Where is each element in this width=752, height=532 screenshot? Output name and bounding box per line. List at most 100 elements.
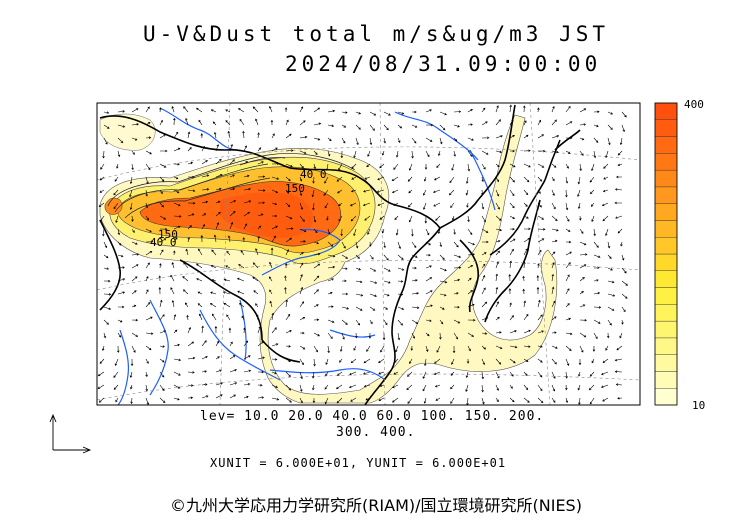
wind-arrow [285, 371, 291, 378]
wind-arrow [350, 215, 357, 222]
wind-arrow [411, 241, 417, 248]
wind-arrow [551, 331, 557, 334]
wind-arrow [551, 262, 555, 269]
colorbar-band [654, 102, 678, 120]
wind-arrow [103, 267, 110, 270]
wind-arrow [215, 340, 220, 347]
wind-arrow [327, 345, 330, 354]
map-datetime: 2024/08/31.09:00:00 [285, 52, 602, 76]
wind-arrow [436, 163, 441, 168]
wind-arrow [437, 228, 441, 235]
wind-arrow [465, 176, 469, 184]
wind-arrow [113, 384, 119, 390]
wind-arrow [299, 202, 303, 210]
wind-arrow [397, 124, 403, 129]
wind-arrow [239, 302, 245, 308]
wind-arrow [145, 316, 153, 321]
wind-arrow [341, 267, 348, 270]
wind-arrow [495, 273, 499, 282]
wind-arrow [453, 150, 456, 157]
wind-arrow [243, 382, 251, 386]
wind-arrow [481, 397, 485, 405]
wind-arrow [210, 265, 217, 269]
wind-arrow [481, 150, 489, 155]
wind-arrow [551, 345, 558, 349]
wind-arrow [495, 331, 502, 334]
wind-arrow [433, 371, 441, 375]
colorbar-band [654, 354, 678, 372]
wind-arrow [325, 358, 329, 366]
wind-arrow [223, 303, 231, 308]
wind-arrow [616, 175, 622, 179]
wind-arrow [243, 340, 249, 347]
wind-arrow [270, 247, 274, 256]
contour-label: 150 [158, 228, 178, 241]
wind-arrow [369, 111, 377, 116]
wind-arrow [117, 228, 121, 236]
wind-arrow [369, 137, 373, 146]
wind-arrow [579, 304, 586, 308]
wind-arrow [453, 228, 456, 235]
wind-arrow [565, 371, 568, 379]
wind-arrow [425, 228, 430, 236]
wind-arrow [159, 314, 165, 321]
wind-arrow [523, 189, 529, 196]
wind-arrow [313, 275, 320, 282]
wind-arrow [341, 137, 346, 144]
wind-arrow [467, 290, 473, 295]
wind-arrow [243, 369, 252, 373]
wind-arrow [311, 371, 315, 379]
wind-arrow [467, 150, 473, 157]
wind-arrow [602, 189, 609, 193]
wind-arrow [338, 163, 343, 171]
wind-arrow [551, 135, 560, 139]
wind-arrow [614, 370, 623, 373]
wind-arrow [187, 384, 194, 387]
wind-arrow [170, 287, 175, 295]
wind-arrow [411, 279, 418, 282]
wind-arrow [272, 214, 278, 218]
wind-arrow [252, 276, 259, 282]
wind-arrow [607, 241, 611, 249]
wind-arrow [453, 319, 461, 324]
wind-arrow [173, 202, 181, 207]
wind-arrow [383, 241, 386, 249]
wind-arrow [229, 382, 238, 386]
wind-arrow [313, 358, 316, 367]
wind-arrow [450, 397, 455, 404]
wind-arrow [339, 358, 343, 363]
wind-arrow [537, 215, 545, 220]
wind-arrow [327, 265, 336, 269]
wind-arrow [210, 291, 217, 295]
wind-arrow [509, 176, 515, 183]
wind-arrow [603, 176, 609, 180]
wind-arrow [450, 384, 455, 390]
wind-arrow [98, 397, 105, 403]
wind-arrow [201, 213, 207, 217]
wind-arrow [579, 318, 587, 322]
wind-arrow [270, 119, 274, 126]
wind-arrow [579, 163, 582, 172]
wind-arrow [159, 119, 163, 126]
wind-arrow [196, 263, 203, 269]
wind-arrow [393, 371, 399, 375]
wind-arrow [481, 228, 489, 233]
wind-arrow [621, 306, 626, 313]
wind-arrow [131, 150, 135, 155]
wind-arrow [425, 345, 429, 352]
wind-arrow [159, 134, 166, 139]
wind-arrow [145, 289, 149, 295]
wind-arrow [621, 293, 628, 299]
wind-arrow [355, 332, 358, 339]
wind-arrow [536, 286, 540, 294]
wind-arrow [577, 202, 581, 210]
wind-arrow [565, 288, 570, 295]
colorbar-band [654, 253, 678, 271]
wind-arrow [467, 265, 474, 269]
wind-arrow [98, 202, 105, 207]
wind-arrow [145, 121, 151, 126]
wind-arrow [243, 327, 246, 334]
wind-arrow [607, 124, 613, 130]
wind-arrow [355, 124, 361, 130]
wind-arrow [313, 228, 318, 234]
